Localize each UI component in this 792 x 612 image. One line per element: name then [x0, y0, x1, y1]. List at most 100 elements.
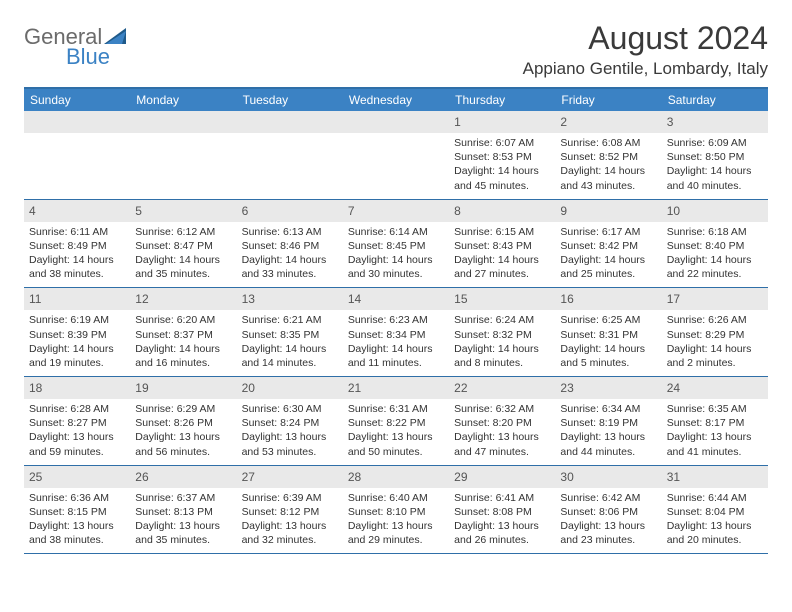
daylight-line-2: and 38 minutes. [29, 267, 125, 281]
day-cell: 11Sunrise: 6:19 AMSunset: 8:39 PMDayligh… [24, 288, 130, 376]
title-month: August 2024 [523, 20, 768, 57]
day-number: 11 [29, 292, 41, 306]
sunset-line: Sunset: 8:29 PM [667, 328, 763, 342]
day-number: 22 [454, 381, 467, 395]
daylight-line-1: Daylight: 14 hours [454, 253, 550, 267]
daynum-row: 16 [555, 288, 661, 310]
week-row: ....1Sunrise: 6:07 AMSunset: 8:53 PMDayl… [24, 111, 768, 200]
daynum-row: 15 [449, 288, 555, 310]
daylight-line-2: and 14 minutes. [242, 356, 338, 370]
day-cell: 12Sunrise: 6:20 AMSunset: 8:37 PMDayligh… [130, 288, 236, 376]
day-number: 1 [454, 115, 461, 129]
sunrise-line: Sunrise: 6:35 AM [667, 402, 763, 416]
day-number: 15 [454, 292, 467, 306]
daylight-line-2: and 25 minutes. [560, 267, 656, 281]
sunset-line: Sunset: 8:42 PM [560, 239, 656, 253]
daylight-line-1: Daylight: 13 hours [242, 519, 338, 533]
daylight-line-1: Daylight: 14 hours [348, 342, 444, 356]
daylight-line-1: Daylight: 14 hours [135, 253, 231, 267]
day-cell: 30Sunrise: 6:42 AMSunset: 8:06 PMDayligh… [555, 466, 661, 554]
daynum-row: . [343, 111, 449, 133]
dow-header-row: Sunday Monday Tuesday Wednesday Thursday… [24, 89, 768, 111]
daylight-line-2: and 26 minutes. [454, 533, 550, 547]
week-row: 25Sunrise: 6:36 AMSunset: 8:15 PMDayligh… [24, 466, 768, 555]
logo-text-blue: Blue [66, 44, 110, 70]
daylight-line-2: and 27 minutes. [454, 267, 550, 281]
sunset-line: Sunset: 8:39 PM [29, 328, 125, 342]
day-number: 21 [348, 381, 361, 395]
daylight-line-2: and 56 minutes. [135, 445, 231, 459]
day-number: 9 [560, 204, 567, 218]
daynum-row: 26 [130, 466, 236, 488]
sunset-line: Sunset: 8:43 PM [454, 239, 550, 253]
day-cell: 13Sunrise: 6:21 AMSunset: 8:35 PMDayligh… [237, 288, 343, 376]
sunrise-line: Sunrise: 6:23 AM [348, 313, 444, 327]
day-number: 31 [667, 470, 680, 484]
day-cell: 31Sunrise: 6:44 AMSunset: 8:04 PMDayligh… [662, 466, 768, 554]
daylight-line-2: and 11 minutes. [348, 356, 444, 370]
daynum-row: 23 [555, 377, 661, 399]
daynum-row: 28 [343, 466, 449, 488]
title-block: August 2024 Appiano Gentile, Lombardy, I… [523, 20, 768, 79]
sunrise-line: Sunrise: 6:26 AM [667, 313, 763, 327]
daylight-line-1: Daylight: 14 hours [667, 253, 763, 267]
sunset-line: Sunset: 8:17 PM [667, 416, 763, 430]
daylight-line-2: and 44 minutes. [560, 445, 656, 459]
daynum-row: 14 [343, 288, 449, 310]
daylight-line-1: Daylight: 14 hours [348, 253, 444, 267]
day-cell: 28Sunrise: 6:40 AMSunset: 8:10 PMDayligh… [343, 466, 449, 554]
day-cell: 16Sunrise: 6:25 AMSunset: 8:31 PMDayligh… [555, 288, 661, 376]
daylight-line-2: and 8 minutes. [454, 356, 550, 370]
daynum-row: 10 [662, 200, 768, 222]
sunrise-line: Sunrise: 6:41 AM [454, 491, 550, 505]
daylight-line-2: and 16 minutes. [135, 356, 231, 370]
sunset-line: Sunset: 8:27 PM [29, 416, 125, 430]
daynum-row: 19 [130, 377, 236, 399]
day-cell: 17Sunrise: 6:26 AMSunset: 8:29 PMDayligh… [662, 288, 768, 376]
sunrise-line: Sunrise: 6:29 AM [135, 402, 231, 416]
day-number: 28 [348, 470, 361, 484]
daylight-line-2: and 53 minutes. [242, 445, 338, 459]
daynum-row: 4 [24, 200, 130, 222]
daylight-line-2: and 19 minutes. [29, 356, 125, 370]
daylight-line-1: Daylight: 14 hours [29, 342, 125, 356]
sunset-line: Sunset: 8:20 PM [454, 416, 550, 430]
day-number: 30 [560, 470, 573, 484]
calendar-page: GeneralBlue August 2024 Appiano Gentile,… [0, 0, 792, 574]
daylight-line-1: Daylight: 13 hours [29, 519, 125, 533]
sunset-line: Sunset: 8:13 PM [135, 505, 231, 519]
sunrise-line: Sunrise: 6:36 AM [29, 491, 125, 505]
daynum-row: 24 [662, 377, 768, 399]
logo: GeneralBlue [24, 24, 126, 70]
daynum-row: 22 [449, 377, 555, 399]
sunset-line: Sunset: 8:15 PM [29, 505, 125, 519]
day-cell: 24Sunrise: 6:35 AMSunset: 8:17 PMDayligh… [662, 377, 768, 465]
daylight-line-1: Daylight: 14 hours [454, 342, 550, 356]
sunrise-line: Sunrise: 6:24 AM [454, 313, 550, 327]
sunset-line: Sunset: 8:40 PM [667, 239, 763, 253]
day-number: 4 [29, 204, 36, 218]
weeks-container: ....1Sunrise: 6:07 AMSunset: 8:53 PMDayl… [24, 111, 768, 554]
daylight-line-2: and 35 minutes. [135, 533, 231, 547]
sunrise-line: Sunrise: 6:25 AM [560, 313, 656, 327]
daylight-line-2: and 30 minutes. [348, 267, 444, 281]
day-number: 13 [242, 292, 255, 306]
sunset-line: Sunset: 8:12 PM [242, 505, 338, 519]
daynum-row: 31 [662, 466, 768, 488]
daylight-line-1: Daylight: 13 hours [135, 430, 231, 444]
daynum-row: 13 [237, 288, 343, 310]
sunrise-line: Sunrise: 6:44 AM [667, 491, 763, 505]
dow-sunday: Sunday [24, 89, 130, 111]
daylight-line-2: and 47 minutes. [454, 445, 550, 459]
day-cell: 23Sunrise: 6:34 AMSunset: 8:19 PMDayligh… [555, 377, 661, 465]
day-cell: 18Sunrise: 6:28 AMSunset: 8:27 PMDayligh… [24, 377, 130, 465]
daynum-row: 18 [24, 377, 130, 399]
sunrise-line: Sunrise: 6:28 AM [29, 402, 125, 416]
day-cell: 21Sunrise: 6:31 AMSunset: 8:22 PMDayligh… [343, 377, 449, 465]
daylight-line-1: Daylight: 13 hours [667, 519, 763, 533]
day-cell: 14Sunrise: 6:23 AMSunset: 8:34 PMDayligh… [343, 288, 449, 376]
daylight-line-2: and 59 minutes. [29, 445, 125, 459]
daylight-line-2: and 38 minutes. [29, 533, 125, 547]
daylight-line-1: Daylight: 13 hours [454, 519, 550, 533]
day-number: 29 [454, 470, 467, 484]
